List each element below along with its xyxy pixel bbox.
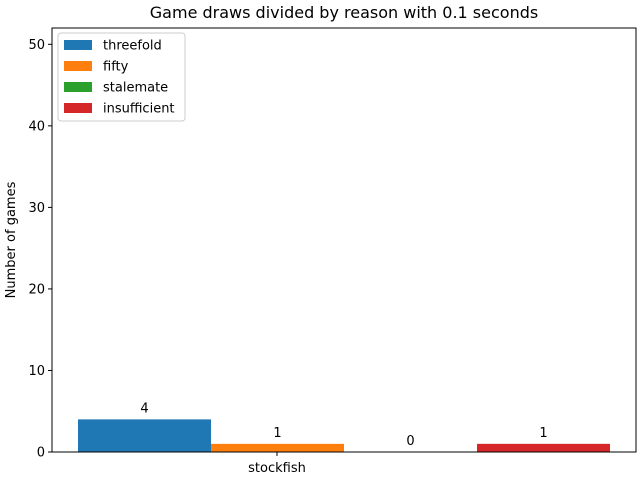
legend-swatch-stalemate bbox=[64, 82, 92, 92]
data-labels: 4 1 0 1 bbox=[140, 401, 547, 449]
legend: threefold fifty stalemate insufficient bbox=[57, 32, 186, 122]
y-tick-label: 40 bbox=[28, 119, 45, 134]
legend-label-insufficient: insufficient bbox=[103, 102, 175, 117]
y-tick-label: 10 bbox=[28, 364, 45, 379]
legend-box bbox=[57, 32, 186, 122]
y-tick-label: 0 bbox=[37, 446, 45, 461]
legend-label-fifty: fifty bbox=[103, 60, 129, 75]
chart-title: Game draws divided by reason with 0.1 se… bbox=[150, 3, 538, 22]
x-axis: stockfish bbox=[248, 452, 306, 476]
bars bbox=[78, 419, 610, 452]
y-tick-label: 30 bbox=[28, 201, 45, 216]
y-tick-label: 50 bbox=[28, 38, 45, 53]
y-axis: 0 10 20 30 40 50 bbox=[28, 38, 52, 461]
data-label-stalemate: 0 bbox=[406, 434, 414, 449]
data-label-insufficient: 1 bbox=[539, 426, 547, 441]
legend-label-stalemate: stalemate bbox=[103, 81, 168, 96]
bar-fifty bbox=[211, 443, 344, 452]
bar-threefold bbox=[78, 419, 211, 452]
y-tick-label: 20 bbox=[28, 282, 45, 297]
legend-swatch-insufficient bbox=[64, 103, 92, 113]
data-label-threefold: 4 bbox=[140, 401, 148, 416]
x-tick-label: stockfish bbox=[248, 461, 306, 476]
y-axis-title: Number of games bbox=[4, 181, 19, 298]
data-label-fifty: 1 bbox=[273, 426, 281, 441]
legend-swatch-threefold bbox=[64, 40, 92, 50]
plot-frame bbox=[51, 27, 637, 453]
bar-insufficient bbox=[477, 443, 610, 452]
legend-label-threefold: threefold bbox=[103, 39, 162, 54]
legend-swatch-fifty bbox=[64, 61, 92, 71]
